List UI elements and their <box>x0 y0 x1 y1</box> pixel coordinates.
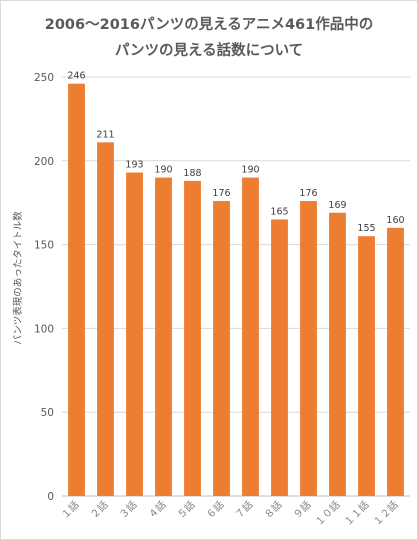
y-tick-label: 200 <box>34 156 54 168</box>
data-label-8: 165 <box>270 206 288 217</box>
y-tick-label: 0 <box>47 491 54 503</box>
x-tick-label: １１話 <box>341 498 371 528</box>
x-tick-label: １０話 <box>312 498 342 528</box>
y-tick-label: 50 <box>41 407 54 419</box>
data-label-9: 176 <box>299 188 317 199</box>
y-tick-label: 150 <box>34 240 54 252</box>
y-axis-ticks: 0 50 100 150 200 250 <box>34 72 54 503</box>
bar-12 <box>387 227 404 496</box>
chart-title: 2006〜2016パンツの見えるアニメ461作品中の <box>44 17 374 33</box>
x-tick-label: ２話 <box>87 498 110 521</box>
data-label-3: 193 <box>125 160 143 171</box>
data-label-1: 246 <box>67 71 85 82</box>
bar-10 <box>329 212 346 497</box>
x-tick-label: ８話 <box>261 498 284 521</box>
x-tick-label: １２話 <box>370 498 400 528</box>
bar-3 <box>126 172 143 497</box>
data-label-11: 155 <box>357 223 375 234</box>
data-label-7: 190 <box>241 165 259 176</box>
x-tick-label: ６話 <box>203 498 226 521</box>
data-label-2: 211 <box>96 129 114 140</box>
x-axis-ticks: １話 ２話 ３話 ４話 ５話 ６話 ７話 ８話 ９話 １０話 １１話 １２話 <box>58 498 400 528</box>
x-tick-label: ７話 <box>232 498 255 521</box>
y-tick-label: 100 <box>34 323 54 335</box>
x-tick-label: １話 <box>58 498 81 521</box>
data-label-6: 176 <box>212 188 230 199</box>
data-label-12: 160 <box>386 215 404 226</box>
bars <box>68 83 404 497</box>
data-label-4: 190 <box>154 165 172 176</box>
bar-7 <box>242 177 259 496</box>
data-label-10: 169 <box>328 200 346 211</box>
bar-8 <box>271 219 288 496</box>
data-label-5: 188 <box>183 168 201 179</box>
bar-1 <box>68 83 85 496</box>
bar-9 <box>300 201 317 497</box>
x-tick-label: ５話 <box>174 498 197 521</box>
data-labels: 246 211 193 190 188 176 190 165 176 169 155 160 <box>67 71 404 235</box>
bar-4 <box>155 177 172 496</box>
bar-6 <box>213 201 230 497</box>
bar-5 <box>184 180 201 497</box>
x-tick-label: ３話 <box>116 498 139 521</box>
x-tick-label: ９話 <box>290 498 313 521</box>
bar-11 <box>358 236 375 496</box>
x-tick-label: ４話 <box>145 498 168 521</box>
bar-2 <box>97 142 114 496</box>
gridlines <box>62 76 410 497</box>
chart-subtitle: パンツの見える話数について <box>114 43 304 59</box>
y-tick-label: 250 <box>34 72 54 84</box>
